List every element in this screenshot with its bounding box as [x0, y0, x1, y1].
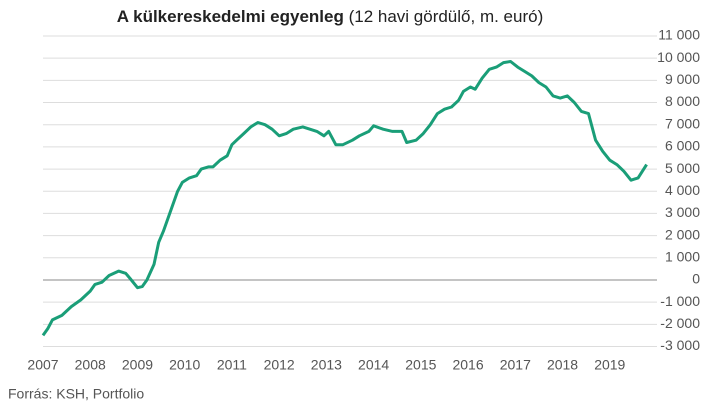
y-tick-label: 7 000 — [665, 115, 700, 131]
chart-title-group: A külkereskedelmi egyenleg (12 havi görd… — [117, 7, 543, 26]
y-tick-label: 2 000 — [665, 226, 700, 242]
y-tick-label: -2 000 — [660, 315, 700, 331]
y-tick-label: -3 000 — [660, 337, 700, 353]
x-tick-label: 2007 — [27, 357, 58, 373]
y-tick-label: 11 000 — [658, 27, 700, 43]
source: Forrás: KSH, Portfolio — [8, 386, 144, 402]
y-tick-label: 0 — [692, 271, 700, 287]
x-tick-label: 2015 — [405, 357, 436, 373]
x-tick-label: 2019 — [594, 357, 625, 373]
chart-subtitle: (12 havi gördülő, m. euró) — [349, 7, 544, 26]
x-tick-label: 2013 — [311, 357, 342, 373]
x-tick-label: 2016 — [452, 357, 483, 373]
x-tick-label: 2017 — [500, 357, 531, 373]
x-tick-label: 2018 — [547, 357, 578, 373]
y-tick-label: 8 000 — [665, 93, 700, 109]
y-tick-label: 10 000 — [657, 49, 700, 65]
x-tick-label: 2008 — [75, 357, 106, 373]
y-tick-label: 9 000 — [665, 71, 700, 87]
x-tick-label: 2012 — [264, 357, 295, 373]
x-tick-label: 2014 — [358, 357, 389, 373]
data-line — [41, 60, 648, 337]
y-tick-label: 6 000 — [665, 138, 700, 154]
y-tick-label: 1 000 — [665, 248, 700, 264]
chart-title: A külkereskedelmi egyenleg — [117, 7, 344, 26]
x-tick-label: 2009 — [122, 357, 153, 373]
y-tick-label: 5 000 — [665, 160, 700, 176]
y-tick-label: 3 000 — [665, 204, 700, 220]
x-tick-label: 2011 — [217, 357, 247, 373]
y-tick-label: -1 000 — [660, 293, 700, 309]
x-tick-label: 2010 — [169, 357, 200, 373]
y-tick-label: 4 000 — [665, 182, 700, 198]
